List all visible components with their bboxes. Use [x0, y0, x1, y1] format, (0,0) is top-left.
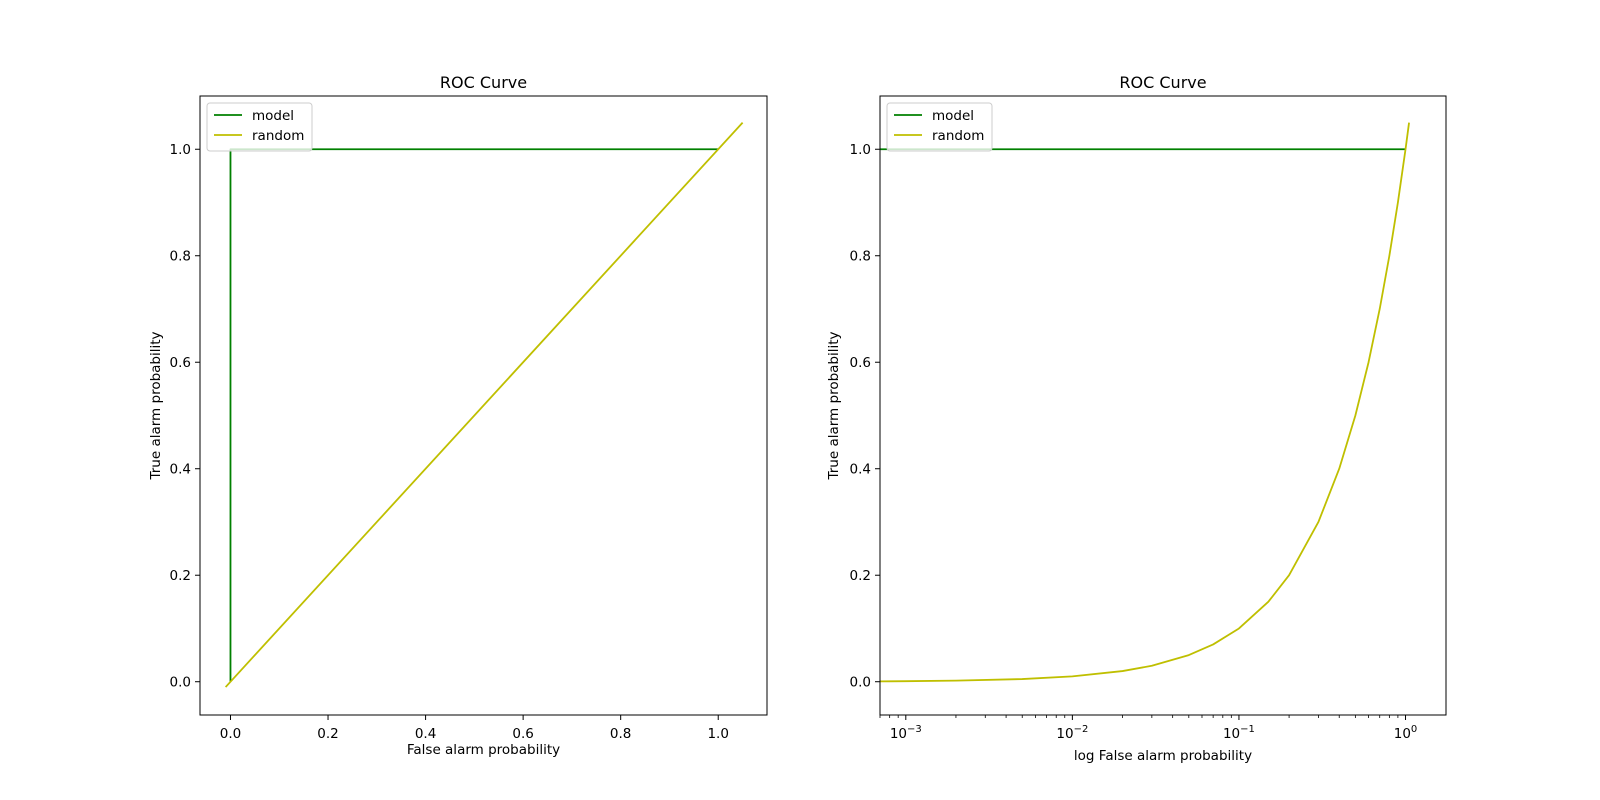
- legend-label-model: model: [932, 108, 974, 124]
- y-tick-label: 0.8: [170, 249, 191, 265]
- x-axis-label: log False alarm probability: [1074, 748, 1252, 764]
- series-line-random: [880, 122, 1410, 683]
- x-tick-label: 0.4: [415, 726, 436, 742]
- x-tick-label: 0.6: [512, 726, 533, 742]
- x-tick-label: 0.2: [317, 726, 338, 742]
- y-tick-label: 0.6: [850, 355, 871, 371]
- x-tick-label: 1.0: [707, 726, 728, 742]
- x-tick-label: 0.8: [610, 726, 631, 742]
- chart-title: ROC Curve: [440, 73, 527, 92]
- legend-label-random: random: [252, 128, 304, 144]
- y-tick-label: 0.0: [850, 675, 871, 691]
- y-tick-label: 1.0: [850, 142, 871, 158]
- x-tick-label: 10−1: [1223, 724, 1255, 742]
- axes-frame: [199, 95, 768, 716]
- tick-group: 0.0 0.2 0.4 0.6 0.8 1.0 0.0 0.2 0.4 0.6 0.8 1.0: [170, 142, 729, 742]
- legend: model random: [886, 102, 993, 152]
- chart-title: ROC Curve: [1119, 73, 1206, 92]
- legend-label-model: model: [252, 108, 294, 124]
- y-tick-label: 0.0: [170, 675, 191, 691]
- series-line-random: [224, 122, 744, 688]
- x-tick-label: 10−2: [1056, 724, 1088, 742]
- y-tick-label: 0.6: [170, 355, 191, 371]
- y-tick-label: 0.2: [850, 568, 871, 584]
- x-tick-label: 0.0: [220, 726, 241, 742]
- tick-group: 0.0 0.2 0.4 0.6 0.8 1.0 10−3 10−2 10−1 100: [850, 142, 1418, 742]
- x-axis-label: False alarm probability: [407, 742, 560, 758]
- y-tick-label: 0.4: [850, 462, 871, 478]
- y-axis-label: True alarm probability: [148, 331, 164, 480]
- y-tick-label: 0.2: [170, 568, 191, 584]
- x-tick-label: 100: [1394, 724, 1418, 742]
- axes-frame: [879, 95, 1447, 716]
- y-tick-label: 0.8: [850, 249, 871, 265]
- legend-label-random: random: [932, 128, 984, 144]
- legend: model random: [206, 102, 313, 152]
- roc-linear-panel: ROC Curve 0.0 0.2 0.4 0.6 0.8 1.0 0.0 0.2 0.4 0.6…: [148, 73, 768, 758]
- y-axis-label: True alarm probability: [826, 331, 842, 480]
- y-tick-label: 1.0: [170, 142, 191, 158]
- roc-log-panel: ROC Curve 0.0 0.2 0.4 0.6 0.8 1.0 10−3 10−2 10−1…: [826, 73, 1447, 764]
- x-tick-label: 10−3: [890, 724, 922, 742]
- y-tick-label: 0.4: [170, 462, 191, 478]
